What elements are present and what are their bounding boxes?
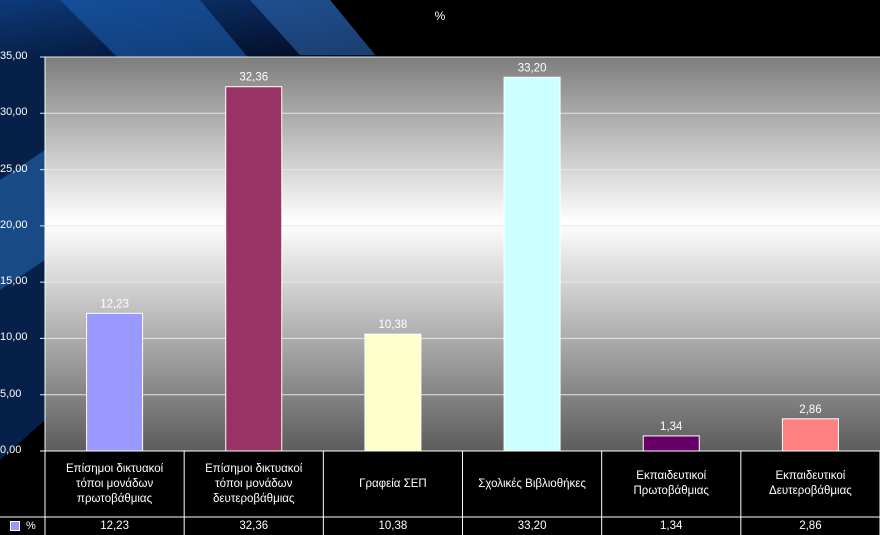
y-tick-label: 10,00 <box>0 331 28 344</box>
legend-swatch <box>10 521 20 531</box>
legend-label: % <box>26 520 36 532</box>
data-label: 32,36 <box>239 72 268 84</box>
table-value-cell: 12,23 <box>100 520 129 532</box>
bar <box>225 86 283 452</box>
y-tick-label: 0,00 <box>0 444 22 456</box>
category-label: Σχολικές Βιβλιοθήκες <box>478 477 586 490</box>
category-label: Εκπαιδευτικοί Δευτεροβάθμιας <box>769 470 852 497</box>
table-value-cell: 1,34 <box>660 520 683 532</box>
y-tick-label: 15,00 <box>0 275 28 288</box>
table-value-cell: 2,86 <box>799 520 822 532</box>
y-tick-label: 30,00 <box>0 106 28 119</box>
bar <box>781 418 839 452</box>
y-tick-label: 5,00 <box>0 387 22 400</box>
bar <box>642 435 700 452</box>
category-label: Επίσημοι δικτυακοί τόποι μονάδων πρωτοβά… <box>65 462 164 505</box>
table-value-cell: 32,36 <box>239 520 269 532</box>
legend: % <box>10 517 36 535</box>
table-value-cell: 33,20 <box>517 520 547 532</box>
category-label: Επίσημοι δικτυακοί τόποι μονάδων δευτερο… <box>205 462 303 505</box>
y-tick-label: 35,00 <box>0 50 28 62</box>
category-label: Εκπαιδευτικοί Πρωτοβάθμιας <box>633 470 709 497</box>
bar <box>364 333 422 452</box>
table-value-cell: 10,38 <box>378 520 408 532</box>
data-label: 2,86 <box>799 404 821 416</box>
data-label: 10,38 <box>379 319 408 331</box>
y-tick-label: 20,00 <box>0 218 28 231</box>
plot-area <box>45 57 880 451</box>
bar <box>503 76 561 452</box>
category-label: Γραφεία ΣΕΠ <box>359 477 427 490</box>
y-tick-label: 25,00 <box>0 162 28 175</box>
chart-title: % <box>434 9 446 23</box>
data-label: 1,34 <box>660 421 683 433</box>
data-label: 33,20 <box>518 62 547 74</box>
data-label: 12,23 <box>100 298 129 310</box>
bar <box>86 312 144 452</box>
